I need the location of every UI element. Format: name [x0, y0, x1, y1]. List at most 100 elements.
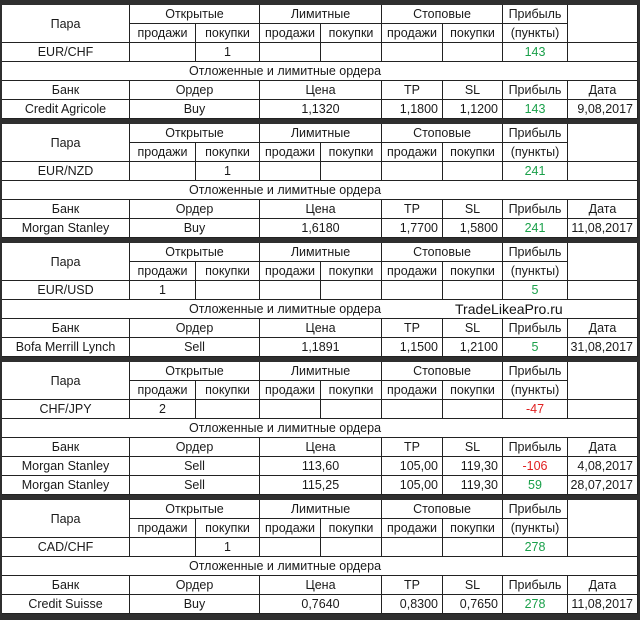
price-cell: 115,25: [260, 476, 382, 495]
header-cell: покупки: [196, 519, 260, 538]
tp-cell: 1,1500: [382, 338, 443, 357]
empty-cell: [568, 181, 638, 200]
empty-cell: [568, 162, 638, 181]
header-cell: (пункты): [503, 262, 568, 281]
header-cell: покупки: [321, 262, 382, 281]
header-cell: Прибыль: [503, 319, 568, 338]
profit-cell: 278: [503, 595, 568, 614]
header-cell: Банк: [2, 438, 130, 457]
header-cell: Банк: [2, 319, 130, 338]
bank-cell: Morgan Stanley: [2, 476, 130, 495]
profit-cell: -106: [503, 457, 568, 476]
header-cell: продажи: [382, 143, 443, 162]
empty-cell: [443, 43, 503, 62]
header-cell: продажи: [382, 381, 443, 400]
order-cell: Sell: [130, 457, 260, 476]
header-cell: Банк: [2, 200, 130, 219]
tp-cell: 0,8300: [382, 595, 443, 614]
tp-cell: 1,7700: [382, 219, 443, 238]
header-cell: Ордер: [130, 576, 260, 595]
empty-cell: [568, 62, 638, 81]
pair-cell: EUR/USD: [2, 281, 130, 300]
price-cell: 0,7640: [260, 595, 382, 614]
empty-cell: [568, 400, 638, 419]
header-cell: SL: [443, 81, 503, 100]
profit-cell: -47: [503, 400, 568, 419]
header-cell: Стоповые: [382, 124, 503, 143]
empty-cell: [382, 538, 443, 557]
section-title: Отложенные и лимитные ордера: [2, 419, 568, 438]
empty-cell: [260, 281, 321, 300]
header-cell: Прибыль: [503, 5, 568, 24]
profit-cell: 5: [503, 281, 568, 300]
empty-cell: [260, 538, 321, 557]
value-cell: 1: [130, 281, 196, 300]
profit-cell: 241: [503, 162, 568, 181]
header-cell: Цена: [260, 576, 382, 595]
header-cell: Лимитные: [260, 243, 382, 262]
header-cell: SL: [443, 576, 503, 595]
empty-cell: [568, 124, 638, 162]
header-cell: продажи: [260, 143, 321, 162]
header-cell: продажи: [260, 24, 321, 43]
profit-cell: 241: [503, 219, 568, 238]
pair-cell: EUR/NZD: [2, 162, 130, 181]
sl-cell: 1,5800: [443, 219, 503, 238]
sl-cell: 119,30: [443, 457, 503, 476]
header-cell: Ордер: [130, 200, 260, 219]
header-cell: SL: [443, 319, 503, 338]
section-title: Отложенные и лимитные ордера: [2, 181, 568, 200]
header-cell: продажи: [382, 519, 443, 538]
header-cell: Стоповые: [382, 5, 503, 24]
sl-cell: 1,1200: [443, 100, 503, 119]
empty-cell: [568, 300, 638, 319]
header-cell: продажи: [130, 143, 196, 162]
header-cell: продажи: [260, 262, 321, 281]
header-cell: Лимитные: [260, 124, 382, 143]
header-cell: покупки: [196, 24, 260, 43]
empty-cell: [321, 281, 382, 300]
date-cell: 11,08,2017: [568, 595, 638, 614]
bank-cell: Bofa Merrill Lynch: [2, 338, 130, 357]
empty-cell: [443, 162, 503, 181]
section-title: Отложенные и лимитные ордера: [2, 300, 568, 319]
date-cell: 4,08,2017: [568, 457, 638, 476]
profit-cell: 59: [503, 476, 568, 495]
header-cell: покупки: [196, 143, 260, 162]
date-cell: 9,08,2017: [568, 100, 638, 119]
bank-cell: Morgan Stanley: [2, 457, 130, 476]
value-cell: 1: [196, 538, 260, 557]
bank-cell: Credit Suisse: [2, 595, 130, 614]
header-cell: покупки: [443, 262, 503, 281]
header-cell: продажи: [260, 519, 321, 538]
header-cell: Дата: [568, 319, 638, 338]
empty-cell: [382, 162, 443, 181]
header-cell: продажи: [382, 24, 443, 43]
header-cell: покупки: [443, 381, 503, 400]
date-cell: 11,08,2017: [568, 219, 638, 238]
empty-cell: [568, 538, 638, 557]
date-cell: 28,07,2017: [568, 476, 638, 495]
date-cell: 31,08,2017: [568, 338, 638, 357]
header-cell: Лимитные: [260, 362, 382, 381]
header-cell: SL: [443, 438, 503, 457]
empty-cell: [260, 400, 321, 419]
header-cell: (пункты): [503, 143, 568, 162]
header-cell: продажи: [130, 262, 196, 281]
empty-cell: [382, 281, 443, 300]
price-cell: 1,1320: [260, 100, 382, 119]
price-cell: 1,6180: [260, 219, 382, 238]
order-cell: Buy: [130, 100, 260, 119]
header-cell: покупки: [196, 262, 260, 281]
header-cell: Ордер: [130, 438, 260, 457]
header-cell: Открытые: [130, 243, 260, 262]
empty-cell: [443, 400, 503, 419]
empty-cell: [382, 43, 443, 62]
header-cell: TP: [382, 319, 443, 338]
value-cell: [130, 162, 196, 181]
bank-cell: Morgan Stanley: [2, 219, 130, 238]
header-cell: Цена: [260, 200, 382, 219]
header-cell: Открытые: [130, 124, 260, 143]
empty-cell: [443, 281, 503, 300]
